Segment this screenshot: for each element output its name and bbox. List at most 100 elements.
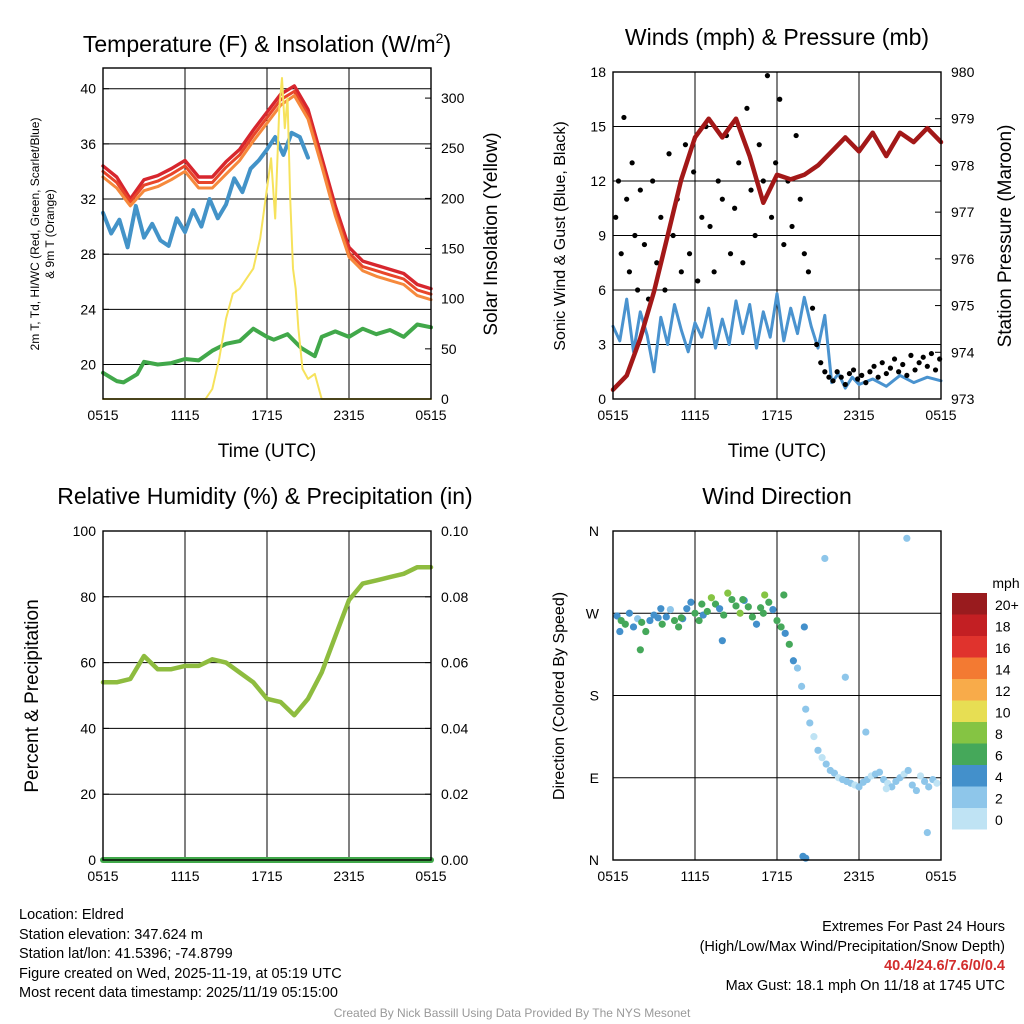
gust-point (891, 356, 898, 362)
series-line-heat_index (101, 89, 433, 296)
x-tick-label: 2315 (333, 868, 364, 884)
plot-frame (102, 67, 432, 400)
direction-point (683, 605, 691, 613)
x-axis-label: Time (UTC) (728, 441, 827, 462)
plot-frame (612, 530, 942, 861)
direction-point (818, 754, 826, 762)
direction-point (882, 785, 890, 793)
direction-point (695, 616, 703, 625)
colorbar-swatch (952, 614, 987, 636)
direction-point (666, 605, 675, 614)
colorbar-level: 14 (995, 662, 1011, 678)
gust-point (637, 187, 643, 193)
y2-tick-label: 975 (951, 298, 975, 314)
y-axis-label: Sonic Wind & Gust (Blue, Black) (552, 121, 569, 350)
y-tick-label: 20 (80, 786, 96, 802)
direction-point (912, 786, 921, 795)
gust-point (908, 352, 914, 358)
direction-point (923, 828, 931, 837)
chart-title: Relative Humidity (%) & Precipitation (i… (57, 483, 472, 509)
colorbar-swatch (952, 786, 987, 808)
gust-point (818, 360, 824, 366)
y2-tick-label: 0.08 (441, 589, 468, 605)
y-tick-label: 18 (590, 64, 606, 80)
gust-point (711, 269, 717, 275)
y-tick-label: 3 (598, 337, 606, 353)
colorbar-level: 4 (995, 769, 1003, 785)
series-line-temp (101, 84, 433, 291)
gust-point (678, 269, 684, 275)
x-tick-label: 0515 (415, 868, 446, 884)
gust-point (662, 287, 668, 293)
gust-point (920, 354, 926, 360)
gust-point (764, 73, 771, 79)
gust-point (814, 341, 820, 348)
direction-point (724, 589, 732, 597)
colorbar-swatch (952, 808, 987, 830)
direction-point (728, 595, 736, 604)
direction-point (744, 603, 752, 611)
direction-point (773, 616, 781, 625)
gust-point (650, 178, 656, 184)
y-tick-label: 80 (80, 589, 96, 605)
y-axis-label: Direction (Colored By Speed) (551, 592, 568, 800)
x-tick-label: 1115 (680, 868, 709, 884)
y-axis-label-line1: 2m T, Td, HI/WC (Red, Green, Scarlet/Blu… (28, 118, 42, 351)
x-tick-label: 2315 (843, 868, 874, 884)
gust-point (752, 232, 758, 239)
x-tick-label: 1715 (761, 868, 792, 884)
gust-point (928, 350, 935, 357)
direction-point (636, 646, 644, 654)
direction-point (921, 777, 929, 786)
y-tick-label: 100 (73, 523, 97, 539)
x-tick-label: 0515 (415, 407, 446, 423)
direction-point (629, 623, 638, 631)
direction-point (802, 705, 810, 713)
direction-point (662, 613, 670, 621)
direction-point (625, 609, 634, 617)
y-tick-label: 12 (590, 173, 606, 189)
gust-point (719, 196, 725, 202)
series-line-dewpoint (101, 130, 310, 250)
direction-point (780, 591, 788, 599)
y2-tick-label: 150 (441, 241, 465, 257)
gust-point (626, 269, 633, 275)
gust-point (670, 232, 676, 239)
gust-point (875, 374, 881, 380)
y-axis-label: Percent & Precipitation (22, 599, 43, 792)
gust-point (883, 370, 889, 377)
y2-tick-label: 300 (441, 90, 465, 106)
direction-point (925, 783, 933, 791)
gust-point (654, 260, 660, 266)
direction-point (806, 719, 814, 727)
station-info: Location: Eldred Station elevation: 347.… (19, 906, 342, 1004)
gust-point (826, 374, 832, 380)
direction-point (739, 595, 747, 604)
gust-point (801, 251, 807, 257)
gust-point (859, 372, 865, 378)
y-tick-label: 6 (598, 282, 606, 298)
series-line-precip (101, 322, 433, 385)
extremes-title: Extremes For Past 24 Hours (822, 919, 1005, 935)
y-tick-label: W (586, 605, 600, 621)
gust-point (900, 361, 906, 368)
gust-point (916, 360, 922, 366)
gust-point (699, 214, 705, 220)
gust-point (624, 196, 630, 202)
y-tick-label: 28 (80, 246, 96, 262)
colorbar-swatch (952, 743, 987, 765)
x-tick-label: 0515 (87, 868, 118, 884)
gust-point (621, 114, 627, 121)
series-line-temp9 (101, 94, 433, 302)
direction-point (757, 604, 765, 612)
gust-point (842, 381, 848, 388)
gust-point (822, 369, 828, 375)
y2-tick-label: 976 (951, 251, 975, 267)
gust-point (768, 214, 775, 220)
x-tick-label: 0515 (925, 407, 956, 423)
direction-point (841, 673, 849, 681)
direction-point (888, 783, 896, 791)
y2-tick-label: 978 (951, 157, 975, 173)
gust-point (850, 367, 857, 373)
